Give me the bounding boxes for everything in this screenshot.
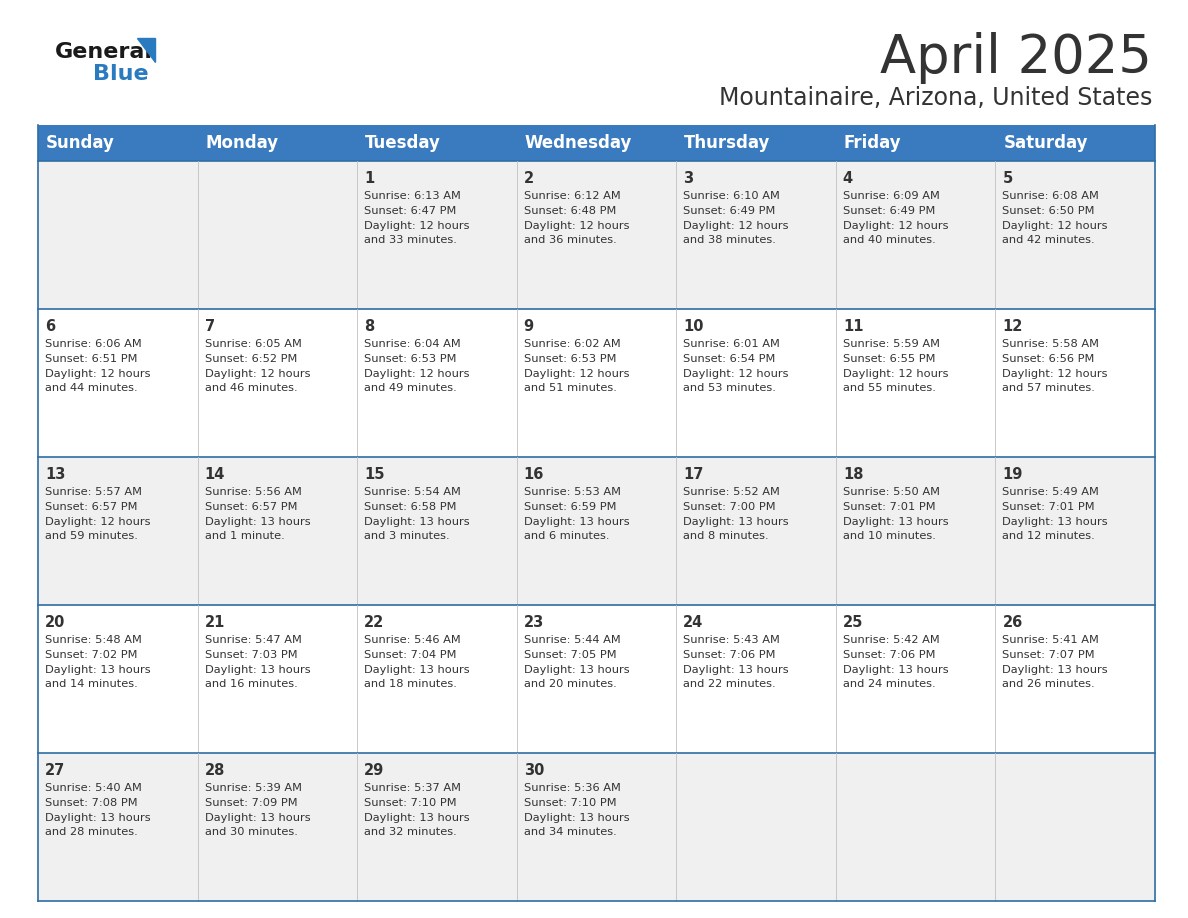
Text: Sunrise: 6:12 AM
Sunset: 6:48 PM
Daylight: 12 hours
and 36 minutes.: Sunrise: 6:12 AM Sunset: 6:48 PM Dayligh…: [524, 191, 630, 245]
Text: Blue: Blue: [93, 64, 148, 84]
Text: 29: 29: [365, 763, 385, 778]
Bar: [38, 125, 1155, 161]
Text: Tuesday: Tuesday: [365, 134, 441, 152]
Text: 7: 7: [204, 319, 215, 334]
Text: 21: 21: [204, 615, 225, 630]
Text: Sunrise: 5:58 AM
Sunset: 6:56 PM
Daylight: 12 hours
and 57 minutes.: Sunrise: 5:58 AM Sunset: 6:56 PM Dayligh…: [1003, 339, 1108, 394]
Bar: [38, 457, 1155, 605]
Text: Sunrise: 5:37 AM
Sunset: 7:10 PM
Daylight: 13 hours
and 32 minutes.: Sunrise: 5:37 AM Sunset: 7:10 PM Dayligh…: [365, 783, 469, 837]
Text: 11: 11: [842, 319, 864, 334]
Text: Sunrise: 5:40 AM
Sunset: 7:08 PM
Daylight: 13 hours
and 28 minutes.: Sunrise: 5:40 AM Sunset: 7:08 PM Dayligh…: [45, 783, 151, 837]
Text: Sunrise: 5:53 AM
Sunset: 6:59 PM
Daylight: 13 hours
and 6 minutes.: Sunrise: 5:53 AM Sunset: 6:59 PM Dayligh…: [524, 487, 630, 542]
Text: Sunrise: 5:52 AM
Sunset: 7:00 PM
Daylight: 13 hours
and 8 minutes.: Sunrise: 5:52 AM Sunset: 7:00 PM Dayligh…: [683, 487, 789, 542]
Text: 28: 28: [204, 763, 225, 778]
Text: Sunrise: 6:04 AM
Sunset: 6:53 PM
Daylight: 12 hours
and 49 minutes.: Sunrise: 6:04 AM Sunset: 6:53 PM Dayligh…: [365, 339, 469, 394]
Text: 22: 22: [365, 615, 385, 630]
Text: 10: 10: [683, 319, 703, 334]
Polygon shape: [137, 38, 154, 62]
Text: Sunrise: 5:39 AM
Sunset: 7:09 PM
Daylight: 13 hours
and 30 minutes.: Sunrise: 5:39 AM Sunset: 7:09 PM Dayligh…: [204, 783, 310, 837]
Text: Sunrise: 6:09 AM
Sunset: 6:49 PM
Daylight: 12 hours
and 40 minutes.: Sunrise: 6:09 AM Sunset: 6:49 PM Dayligh…: [842, 191, 948, 245]
Text: Wednesday: Wednesday: [525, 134, 632, 152]
Text: Sunrise: 5:56 AM
Sunset: 6:57 PM
Daylight: 13 hours
and 1 minute.: Sunrise: 5:56 AM Sunset: 6:57 PM Dayligh…: [204, 487, 310, 542]
Text: Sunrise: 5:47 AM
Sunset: 7:03 PM
Daylight: 13 hours
and 16 minutes.: Sunrise: 5:47 AM Sunset: 7:03 PM Dayligh…: [204, 635, 310, 689]
Text: Mountainaire, Arizona, United States: Mountainaire, Arizona, United States: [719, 86, 1152, 110]
Text: 18: 18: [842, 467, 864, 482]
Text: 14: 14: [204, 467, 225, 482]
Text: Monday: Monday: [206, 134, 279, 152]
Bar: [38, 309, 1155, 457]
Text: Sunrise: 6:10 AM
Sunset: 6:49 PM
Daylight: 12 hours
and 38 minutes.: Sunrise: 6:10 AM Sunset: 6:49 PM Dayligh…: [683, 191, 789, 245]
Text: Sunrise: 5:46 AM
Sunset: 7:04 PM
Daylight: 13 hours
and 18 minutes.: Sunrise: 5:46 AM Sunset: 7:04 PM Dayligh…: [365, 635, 469, 689]
Text: Sunrise: 6:05 AM
Sunset: 6:52 PM
Daylight: 12 hours
and 46 minutes.: Sunrise: 6:05 AM Sunset: 6:52 PM Dayligh…: [204, 339, 310, 394]
Text: Thursday: Thursday: [684, 134, 771, 152]
Text: 3: 3: [683, 171, 694, 186]
Text: 23: 23: [524, 615, 544, 630]
Text: 12: 12: [1003, 319, 1023, 334]
Text: 24: 24: [683, 615, 703, 630]
Text: 17: 17: [683, 467, 703, 482]
Bar: [38, 753, 1155, 901]
Text: 9: 9: [524, 319, 533, 334]
Bar: [38, 161, 1155, 309]
Text: Sunrise: 5:44 AM
Sunset: 7:05 PM
Daylight: 13 hours
and 20 minutes.: Sunrise: 5:44 AM Sunset: 7:05 PM Dayligh…: [524, 635, 630, 689]
Text: Sunrise: 5:54 AM
Sunset: 6:58 PM
Daylight: 13 hours
and 3 minutes.: Sunrise: 5:54 AM Sunset: 6:58 PM Dayligh…: [365, 487, 469, 542]
Text: Sunrise: 6:01 AM
Sunset: 6:54 PM
Daylight: 12 hours
and 53 minutes.: Sunrise: 6:01 AM Sunset: 6:54 PM Dayligh…: [683, 339, 789, 394]
Text: Sunrise: 5:49 AM
Sunset: 7:01 PM
Daylight: 13 hours
and 12 minutes.: Sunrise: 5:49 AM Sunset: 7:01 PM Dayligh…: [1003, 487, 1108, 542]
Bar: [38, 605, 1155, 753]
Text: Saturday: Saturday: [1004, 134, 1088, 152]
Text: Sunrise: 5:41 AM
Sunset: 7:07 PM
Daylight: 13 hours
and 26 minutes.: Sunrise: 5:41 AM Sunset: 7:07 PM Dayligh…: [1003, 635, 1108, 689]
Text: Sunrise: 5:42 AM
Sunset: 7:06 PM
Daylight: 13 hours
and 24 minutes.: Sunrise: 5:42 AM Sunset: 7:06 PM Dayligh…: [842, 635, 948, 689]
Text: 19: 19: [1003, 467, 1023, 482]
Text: 2: 2: [524, 171, 533, 186]
Text: Sunrise: 5:43 AM
Sunset: 7:06 PM
Daylight: 13 hours
and 22 minutes.: Sunrise: 5:43 AM Sunset: 7:06 PM Dayligh…: [683, 635, 789, 689]
Text: 27: 27: [45, 763, 65, 778]
Text: Sunrise: 5:57 AM
Sunset: 6:57 PM
Daylight: 12 hours
and 59 minutes.: Sunrise: 5:57 AM Sunset: 6:57 PM Dayligh…: [45, 487, 151, 542]
Text: 26: 26: [1003, 615, 1023, 630]
Text: 8: 8: [365, 319, 374, 334]
Text: 20: 20: [45, 615, 65, 630]
Text: Sunrise: 6:08 AM
Sunset: 6:50 PM
Daylight: 12 hours
and 42 minutes.: Sunrise: 6:08 AM Sunset: 6:50 PM Dayligh…: [1003, 191, 1108, 245]
Text: Sunrise: 5:36 AM
Sunset: 7:10 PM
Daylight: 13 hours
and 34 minutes.: Sunrise: 5:36 AM Sunset: 7:10 PM Dayligh…: [524, 783, 630, 837]
Text: 30: 30: [524, 763, 544, 778]
Text: 15: 15: [365, 467, 385, 482]
Text: Sunrise: 6:02 AM
Sunset: 6:53 PM
Daylight: 12 hours
and 51 minutes.: Sunrise: 6:02 AM Sunset: 6:53 PM Dayligh…: [524, 339, 630, 394]
Text: Sunrise: 5:59 AM
Sunset: 6:55 PM
Daylight: 12 hours
and 55 minutes.: Sunrise: 5:59 AM Sunset: 6:55 PM Dayligh…: [842, 339, 948, 394]
Text: General: General: [55, 42, 153, 62]
Text: Sunrise: 5:50 AM
Sunset: 7:01 PM
Daylight: 13 hours
and 10 minutes.: Sunrise: 5:50 AM Sunset: 7:01 PM Dayligh…: [842, 487, 948, 542]
Text: April 2025: April 2025: [880, 32, 1152, 84]
Text: Sunrise: 6:06 AM
Sunset: 6:51 PM
Daylight: 12 hours
and 44 minutes.: Sunrise: 6:06 AM Sunset: 6:51 PM Dayligh…: [45, 339, 151, 394]
Text: 16: 16: [524, 467, 544, 482]
Text: Sunrise: 6:13 AM
Sunset: 6:47 PM
Daylight: 12 hours
and 33 minutes.: Sunrise: 6:13 AM Sunset: 6:47 PM Dayligh…: [365, 191, 469, 245]
Text: Friday: Friday: [843, 134, 902, 152]
Text: Sunrise: 5:48 AM
Sunset: 7:02 PM
Daylight: 13 hours
and 14 minutes.: Sunrise: 5:48 AM Sunset: 7:02 PM Dayligh…: [45, 635, 151, 689]
Text: Sunday: Sunday: [46, 134, 115, 152]
Text: 5: 5: [1003, 171, 1012, 186]
Text: 4: 4: [842, 171, 853, 186]
Text: 6: 6: [45, 319, 55, 334]
Text: 1: 1: [365, 171, 374, 186]
Text: 13: 13: [45, 467, 65, 482]
Text: 25: 25: [842, 615, 864, 630]
